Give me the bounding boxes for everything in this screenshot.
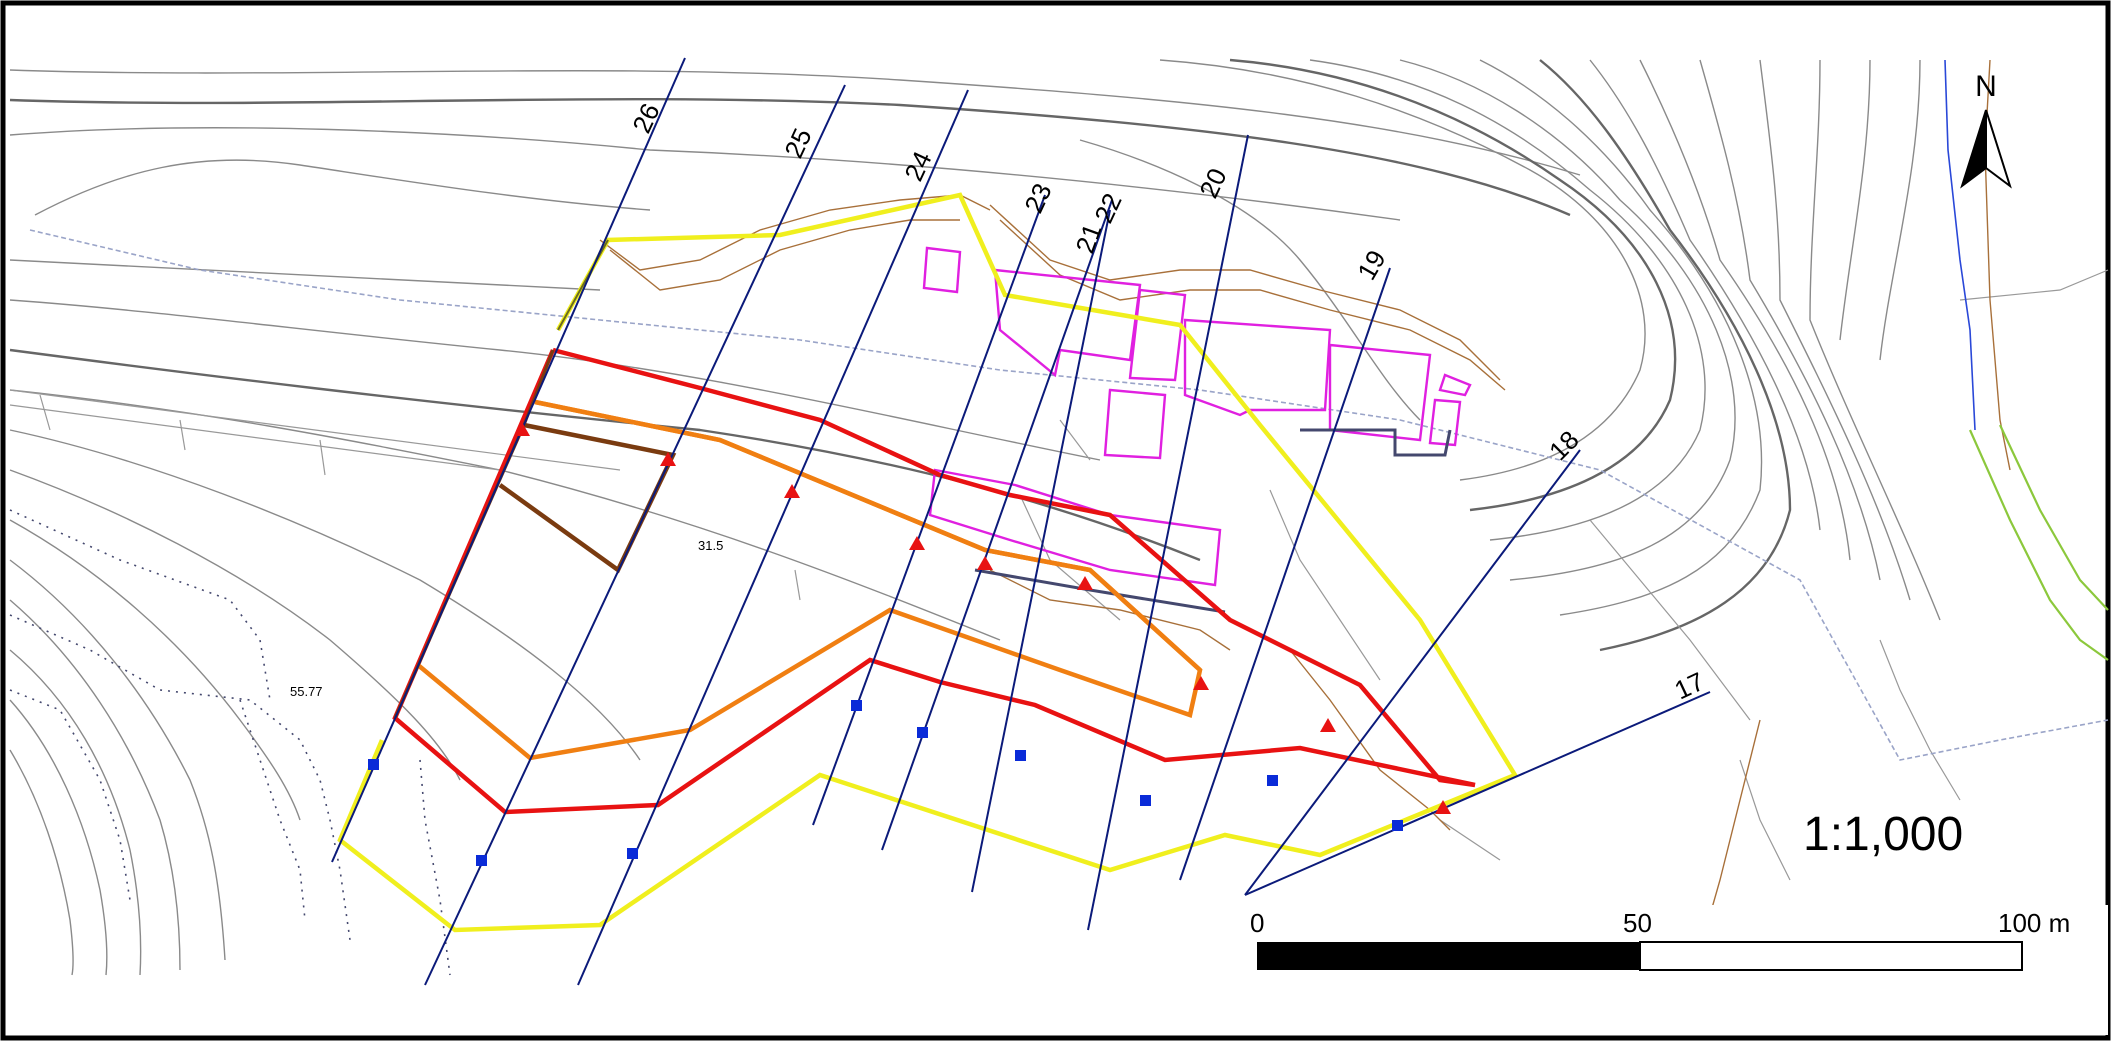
yellow-boundary-dark-segment [557,239,609,331]
red-boundary [392,347,1476,815]
property-lines [9,269,2109,881]
triangle-markers [514,422,1451,814]
spot-height-label: 55.77 [290,684,323,699]
triangle-marker [909,536,925,550]
triangle-marker [784,484,800,498]
north-arrow: N [1960,70,2012,189]
contour-lines-hill [1079,58,1941,652]
stream [29,229,2109,761]
triangle-marker [514,422,530,436]
north-label: N [1975,70,1997,103]
triangle-marker [660,452,676,466]
square-marker [851,700,862,711]
square-marker [1015,750,1026,761]
square-marker [917,727,928,738]
scale-bar: 0 50 100 m [1250,908,2070,971]
orange-boundary-top [534,399,1202,672]
scale-text: 1:1,000 [1803,808,1963,861]
scale-label-0: 0 [1250,908,1264,938]
square-marker [627,848,638,859]
triangle-marker [1320,718,1336,732]
spot-height-label: 31.5 [698,538,723,553]
north-arrow-left-half [1960,109,1987,189]
map-content: 26 25 24 23 22 21 20 19 18 17 [9,57,2109,1001]
square-marker [1392,820,1403,831]
square-marker [1140,795,1151,806]
triangle-marker [977,556,993,570]
contour-lines [9,69,1581,976]
triangle-marker [1193,676,1209,690]
square-markers [368,700,1403,866]
scale-bar-black [1257,942,1640,970]
square-marker [368,759,379,770]
yellow-boundary [337,192,1519,933]
square-marker [476,855,487,866]
green-feature [1968,424,2109,661]
section-lines [331,57,1711,986]
square-marker [1267,775,1278,786]
scale-bar-white [1639,941,2023,971]
stream-blue [1944,59,1976,431]
scale-label-100: 100 m [1998,908,2070,938]
scale-label-50: 50 [1623,908,1652,938]
triangle-marker [1435,800,1451,814]
dashed-boundaries [9,509,451,976]
triangle-marker [1077,576,1093,590]
